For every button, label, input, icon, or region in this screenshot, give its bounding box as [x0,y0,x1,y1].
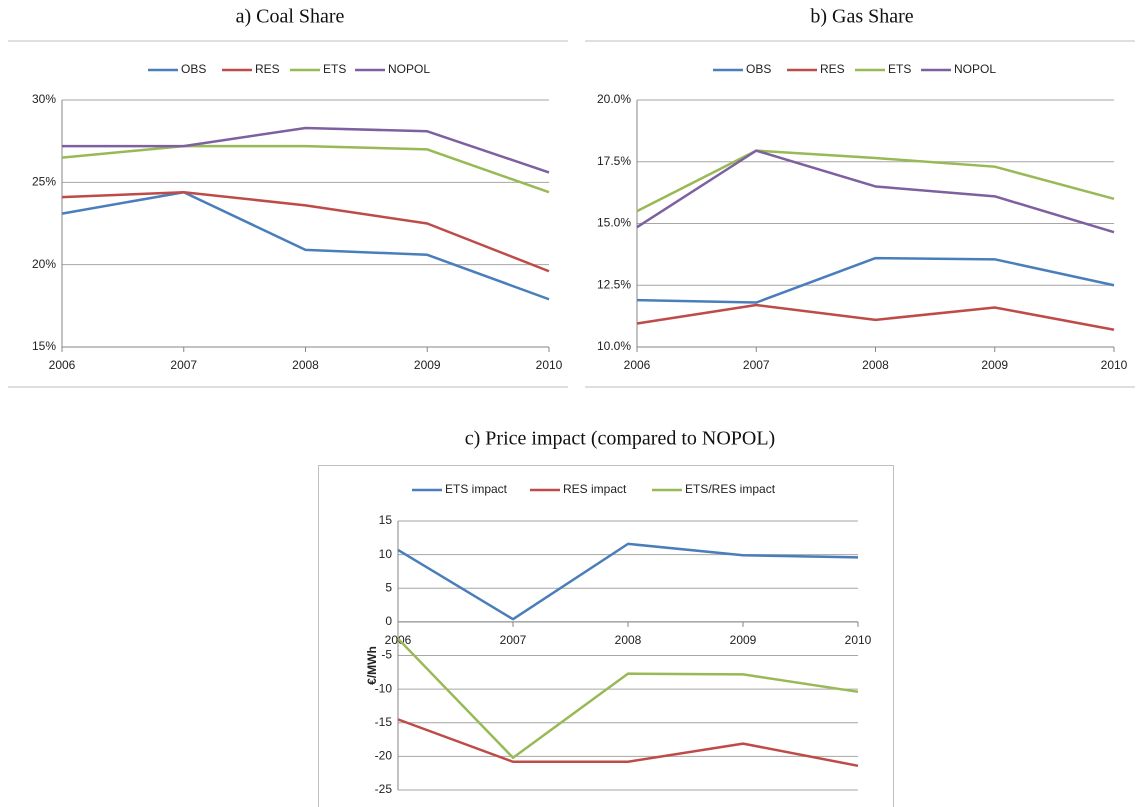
y-tick-label: 30% [32,92,56,106]
y-tick-label: 25% [32,175,56,189]
y-tick-label: 12.5% [597,277,631,291]
legend-label: ETS/RES impact [685,482,776,496]
legend-label: ETS [888,62,911,76]
y-tick-label: -15 [375,715,393,729]
series-line [61,190,550,273]
x-tick-label: 2008 [615,633,642,647]
x-tick-label: 2007 [500,633,527,647]
series-line [397,542,859,621]
y-tick-label: -10 [375,681,393,695]
y-tick-label: 0 [385,614,392,628]
chart-title: a) Coal Share [236,6,345,28]
y-tick-label: -5 [381,648,392,662]
series-line [636,149,1115,234]
x-tick-label: 2006 [624,358,651,372]
series-line [397,718,859,768]
y-tick-label: 10.0% [597,339,631,353]
x-tick-label: 2006 [49,358,76,372]
legend-label: OBS [746,62,771,76]
series-line [62,126,550,174]
series-line [61,144,550,194]
y-tick-label: 20% [32,257,56,271]
legend-label: RES [820,62,845,76]
legend-label: NOPOL [388,62,430,76]
legend-label: ETS [323,62,346,76]
series-line [636,303,1115,331]
x-tick-label: 2008 [292,358,319,372]
y-tick-label: 20.0% [597,92,631,106]
series-line [636,256,1115,304]
x-tick-label: 2009 [730,633,757,647]
x-tick-label: 2007 [170,358,197,372]
chart-title: b) Gas Share [810,6,913,28]
y-tick-label: 5 [385,580,392,594]
x-tick-label: 2007 [743,358,770,372]
x-tick-label: 2009 [414,358,441,372]
y-axis-label: €/MWh [365,646,379,685]
x-tick-label: 2010 [536,358,563,372]
series-line [61,190,550,301]
x-tick-label: 2010 [845,633,872,647]
chart-title: c) Price impact (compared to NOPOL) [465,428,775,450]
x-tick-label: 2008 [862,358,889,372]
y-tick-label: -25 [375,782,393,796]
series-line [636,149,1115,213]
x-tick-label: 2010 [1101,358,1128,372]
y-tick-label: 15 [379,513,393,527]
y-tick-label: 15% [32,339,56,353]
y-tick-label: 10 [379,547,393,561]
legend-label: ETS impact [445,482,508,496]
y-tick-label: 15.0% [597,216,631,230]
legend-label: OBS [181,62,206,76]
panel-border [318,465,894,807]
y-tick-label: 17.5% [597,154,631,168]
legend-label: NOPOL [954,62,996,76]
series-line [397,637,859,759]
x-tick-label: 2009 [981,358,1008,372]
legend-label: RES impact [563,482,627,496]
y-tick-label: -20 [375,749,393,763]
legend-label: RES [255,62,280,76]
